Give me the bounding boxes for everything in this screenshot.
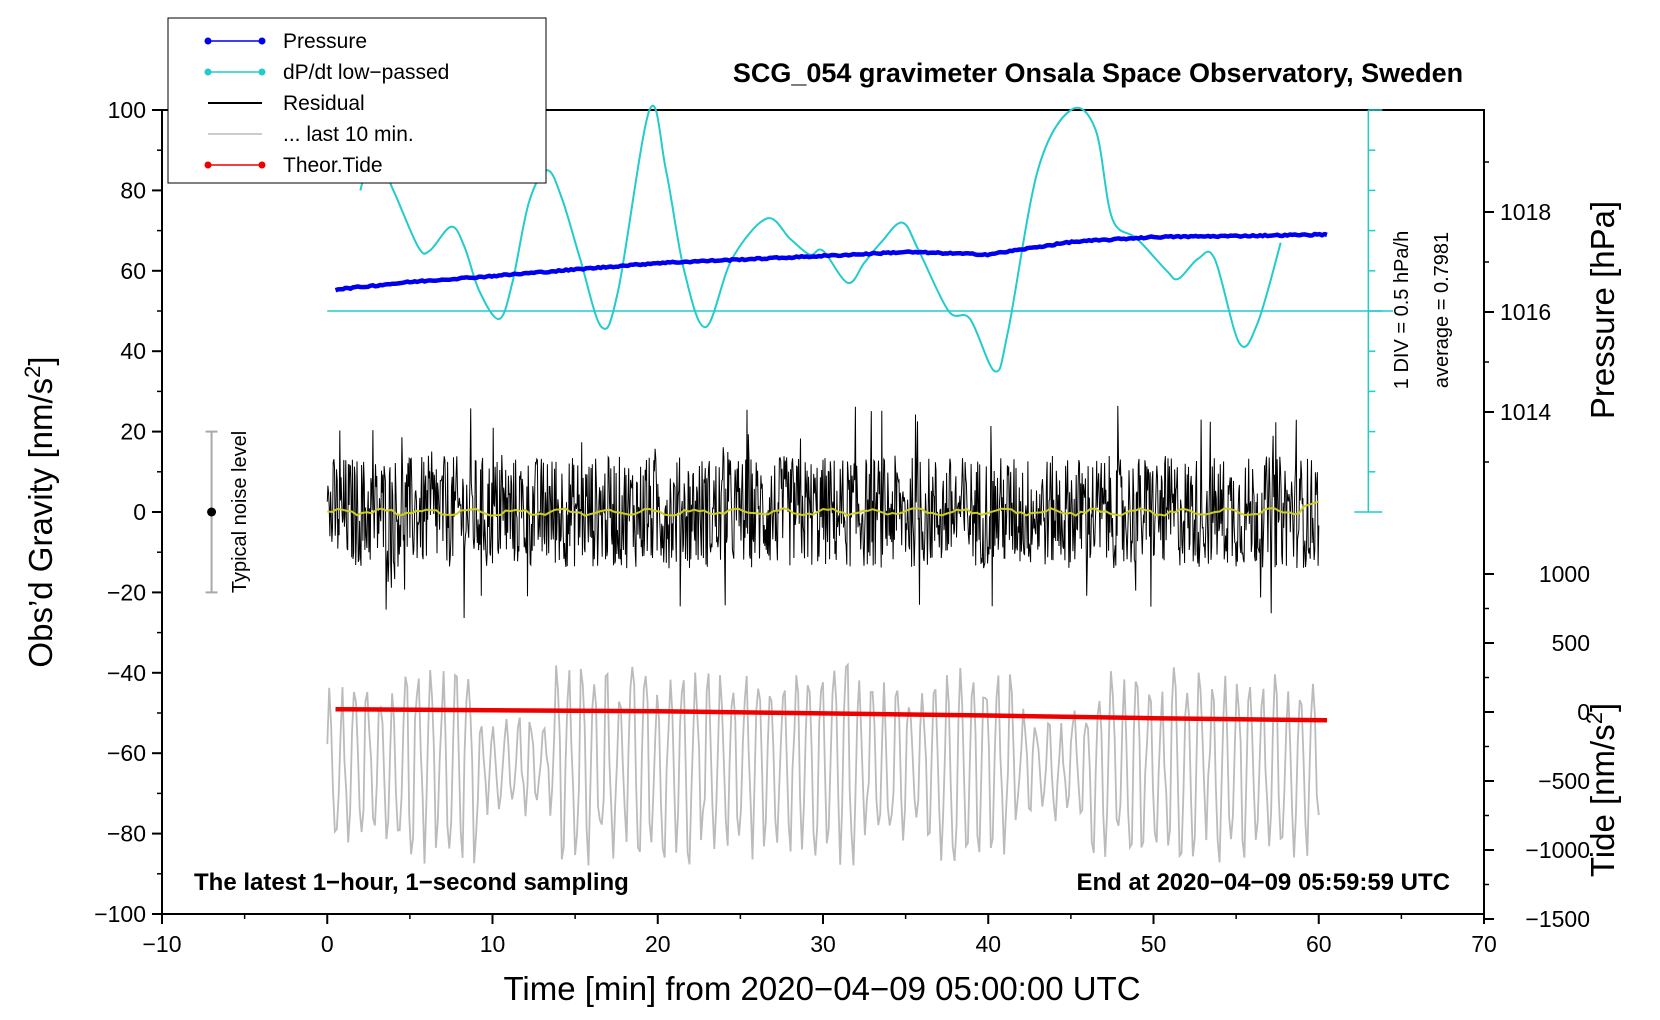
x-axis: −10 0 10 20 30 40 50 60 70 bbox=[142, 914, 1497, 957]
dpdt-line bbox=[359, 104, 1282, 373]
legend-marker bbox=[204, 161, 212, 169]
legend-marker bbox=[258, 161, 266, 169]
pressure-tick-label: 1018 bbox=[1500, 199, 1551, 225]
residual-line bbox=[326, 405, 1320, 619]
y-tick-label: −20 bbox=[107, 579, 146, 605]
x-tick-label: 50 bbox=[1141, 931, 1167, 957]
legend-marker bbox=[204, 68, 212, 76]
y-tick-label: 0 bbox=[133, 499, 146, 525]
legend-label: Theor.Tide bbox=[283, 154, 383, 177]
tide-tick-label: −1500 bbox=[1525, 906, 1590, 932]
y-tick-label: 20 bbox=[120, 419, 146, 445]
y-tick-label: 100 bbox=[108, 97, 146, 123]
tide-tick-label: 1000 bbox=[1539, 561, 1590, 587]
y-axis-title: Obs’d Gravity [nm/s2] bbox=[20, 356, 59, 667]
pressure-line bbox=[334, 231, 1328, 293]
tide-axis-title-end: ] bbox=[1584, 703, 1621, 712]
legend-label: Pressure bbox=[283, 30, 367, 53]
legend-entries: Pressure dP/dt low−passed Residual ... last… bbox=[204, 30, 449, 177]
pressure-series bbox=[334, 231, 1328, 293]
tide-axis: 1000 500 0 −500 −1000 −1500 bbox=[1484, 561, 1590, 932]
tide-line bbox=[335, 706, 1328, 723]
legend-label: Residual bbox=[283, 92, 365, 115]
x-tick-label: −10 bbox=[142, 931, 181, 957]
last-10-min-series bbox=[326, 662, 1320, 866]
pressure-axis-title: Pressure [hPa] bbox=[1584, 201, 1621, 419]
y-axis-title-main: Obs’d Gravity [nm/s bbox=[22, 378, 59, 668]
x-tick-label: 10 bbox=[480, 931, 506, 957]
noise-bar bbox=[205, 430, 218, 594]
y-axis-title-sup: 2 bbox=[20, 366, 45, 378]
legend-marker bbox=[258, 37, 266, 45]
pressure-axis: 1014 1016 1018 bbox=[1484, 161, 1551, 463]
last-10-min-line bbox=[326, 662, 1320, 866]
tide-axis-title: Tide [nm/s2] bbox=[1582, 703, 1621, 877]
y-tick-label: −60 bbox=[107, 740, 146, 766]
residual-smoothed-line bbox=[327, 500, 1320, 517]
y-tick-label: −40 bbox=[107, 660, 146, 686]
y-tick-label: −100 bbox=[94, 901, 146, 927]
x-tick-label: 60 bbox=[1306, 931, 1332, 957]
tide-tick-label: −500 bbox=[1538, 768, 1590, 794]
x-tick-label: 0 bbox=[321, 931, 334, 957]
y-axis: −100 −80 −60 −40 −20 0 20 40 60 80 100 bbox=[94, 97, 162, 927]
y-tick-label: −80 bbox=[107, 821, 146, 847]
tide-tick-label: −1000 bbox=[1525, 837, 1590, 863]
chart-title: SCG_054 gravimeter Onsala Space Observat… bbox=[733, 58, 1463, 88]
tide-tick-label: 0 bbox=[1577, 699, 1590, 725]
div-label: 1 DIV = 0.5 hPa/h bbox=[1391, 231, 1413, 389]
pressure-tick-label: 1016 bbox=[1500, 299, 1551, 325]
x-tick-label: 70 bbox=[1471, 931, 1497, 957]
x-axis-title: Time [min] from 2020−04−09 05:00:00 UTC bbox=[503, 970, 1140, 1007]
dpdt-series bbox=[359, 104, 1282, 373]
legend-marker bbox=[258, 68, 266, 76]
div-scale-axis bbox=[1354, 109, 1383, 513]
legend-label: ... last 10 min. bbox=[283, 123, 414, 146]
y-axis-title-end: ] bbox=[22, 356, 59, 365]
tide-axis-title-sup: 2 bbox=[1582, 712, 1607, 724]
x-tick-label: 40 bbox=[975, 931, 1001, 957]
tide-tick-label: 500 bbox=[1552, 630, 1590, 656]
legend-label: dP/dt low−passed bbox=[283, 61, 449, 84]
pressure-tick-label: 1014 bbox=[1500, 399, 1551, 425]
x-tick-label: 30 bbox=[810, 931, 836, 957]
legend: Pressure dP/dt low−passed Residual ... last… bbox=[167, 17, 547, 184]
annotation-bottom-left: The latest 1−hour, 1−second sampling bbox=[194, 869, 629, 896]
noise-label: Typical noise level bbox=[229, 431, 251, 593]
x-tick-label: 20 bbox=[645, 931, 671, 957]
y-tick-label: 40 bbox=[120, 338, 146, 364]
noise-bar-center bbox=[207, 507, 217, 517]
residual-series bbox=[326, 405, 1320, 619]
tide-series bbox=[335, 706, 1328, 723]
annotation-bottom-right: End at 2020−04−09 05:59:59 UTC bbox=[1076, 869, 1450, 896]
y-tick-label: 80 bbox=[120, 177, 146, 203]
tide-axis-title-main: Tide [nm/s bbox=[1584, 724, 1621, 877]
y-tick-label: 60 bbox=[120, 258, 146, 284]
average-label: average = 0.7981 bbox=[1431, 232, 1453, 388]
residual-smoothed-series bbox=[327, 500, 1320, 517]
legend-box bbox=[167, 17, 547, 184]
legend-marker bbox=[204, 37, 212, 45]
